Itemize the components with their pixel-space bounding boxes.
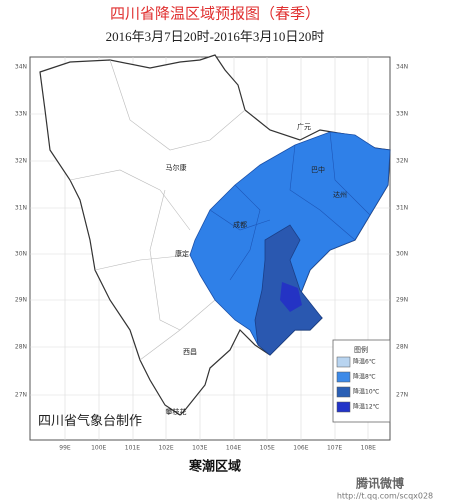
city-label: 成都: [233, 220, 247, 229]
legend-swatch: [336, 401, 351, 413]
lat-label: 32N: [396, 158, 408, 165]
lat-label: 29N: [396, 297, 408, 304]
lat-label: 33N: [15, 111, 27, 118]
lat-label: 34N: [396, 64, 408, 71]
city-label: 巴中: [311, 165, 325, 174]
map-subtitle: 2016年3月7日20时-2016年3月10日20时: [106, 29, 325, 44]
credit: 四川省气象台制作: [38, 413, 142, 428]
legend-title: 图例: [354, 345, 368, 354]
lon-label: 106E: [293, 445, 308, 452]
city-label: 马尔康: [166, 163, 187, 172]
county-borders-blue: [209, 131, 371, 281]
legend-label: 降温12℃: [353, 403, 380, 411]
legend-items: 降温6℃ 降温8℃ 降温10℃ 降温12℃: [336, 356, 380, 413]
lon-labels: 99E 100E 101E 102E 103E 104E 105E 106E 107E 108E: [59, 445, 376, 452]
lat-label: 30N: [396, 251, 408, 258]
city-label: 康定: [175, 249, 189, 258]
lon-label: 107E: [327, 445, 342, 452]
lat-label: 28N: [396, 344, 408, 351]
lon-label: 104E: [226, 445, 241, 452]
lat-label: 31N: [15, 205, 27, 212]
lat-label: 31N: [396, 205, 408, 212]
legend-swatch: [336, 356, 351, 368]
lon-label: 103E: [192, 445, 207, 452]
legend: 图例 降温6℃ 降温8℃ 降温10℃ 降温12℃: [332, 339, 391, 423]
lat-label: 30N: [15, 251, 27, 258]
lat-label: 27N: [15, 392, 27, 399]
watermark-url: http://t.qq.com/scqx028: [337, 492, 433, 500]
legend-label: 降温10℃: [353, 388, 380, 396]
city-label: 广元: [297, 122, 311, 131]
lon-label: 102E: [158, 445, 173, 452]
lat-labels-right: 34N 33N 32N 31N 30N 29N 28N 27N: [396, 64, 408, 399]
city-label: 达州: [333, 190, 347, 199]
cooling-12c-region: [280, 282, 302, 312]
watermark-brand: 腾讯微博: [355, 476, 404, 491]
lat-label: 33N: [396, 111, 408, 118]
legend-label: 降温8℃: [353, 373, 376, 381]
city-label: 攀枝花: [166, 407, 187, 416]
lon-label: 101E: [125, 445, 140, 452]
lat-label: 27N: [396, 392, 408, 399]
lon-label: 108E: [361, 445, 376, 452]
legend-swatch: [336, 386, 351, 398]
lat-label: 32N: [15, 158, 27, 165]
lat-label: 29N: [15, 297, 27, 304]
lat-label: 28N: [15, 344, 27, 351]
caption: 寒潮区域: [188, 459, 241, 475]
city-label: 西昌: [183, 348, 197, 356]
lon-label: 99E: [59, 445, 71, 452]
legend-swatch: [336, 371, 351, 383]
lat-labels-left: 34N 33N 32N 31N 30N 29N 28N 27N: [15, 64, 27, 399]
legend-label: 降温6℃: [353, 358, 376, 366]
county-borders: [69, 59, 246, 361]
lon-label: 105E: [260, 445, 275, 452]
lon-label: 100E: [91, 445, 106, 452]
map-title: 四川省降温区域预报图（春季）: [110, 5, 320, 22]
lat-label: 34N: [15, 64, 27, 71]
